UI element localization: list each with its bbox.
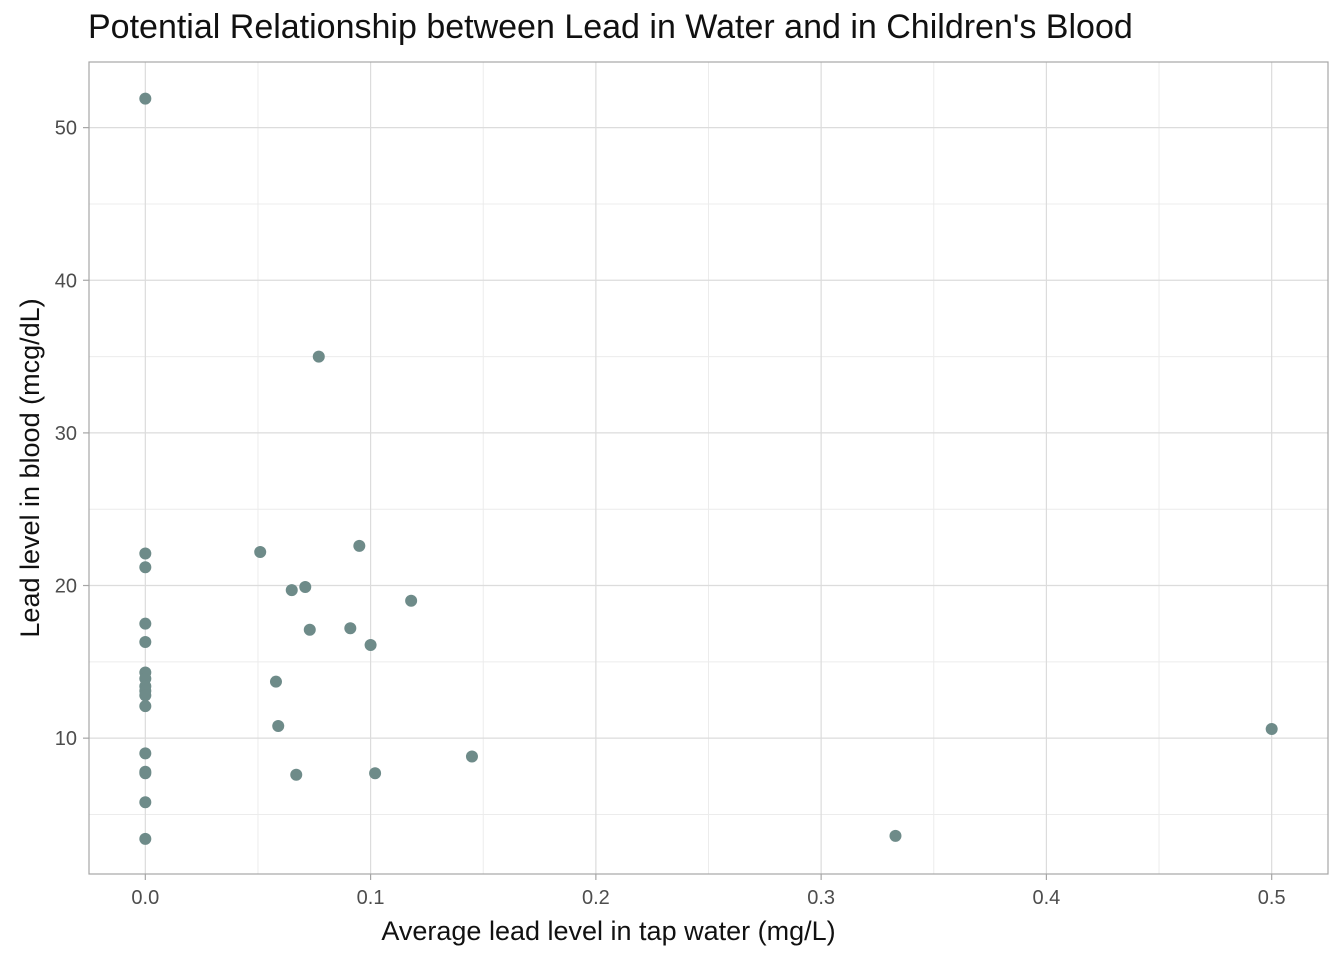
data-point [139,747,152,760]
data-point [139,796,152,809]
data-point [353,539,366,552]
x-tick-label: 0.0 [131,887,159,909]
y-tick-label: 30 [55,423,77,445]
data-point [889,829,902,842]
data-point [344,622,357,635]
data-point [465,750,478,763]
data-point [285,584,298,597]
x-tick-label: 0.2 [582,887,610,909]
x-tick-label: 0.3 [807,887,835,909]
data-point [139,617,152,630]
data-point [139,547,152,560]
x-tick-label: 0.5 [1258,887,1286,909]
data-point [139,832,152,845]
data-point [139,561,152,574]
panel-border [88,61,1329,875]
x-tick-label: 0.4 [1033,887,1061,909]
data-point [272,719,285,732]
chart-title: Potential Relationship between Lead in W… [88,8,1133,46]
data-point [139,92,152,105]
data-point [139,700,152,713]
data-point [299,581,312,594]
x-axis-title: Average lead level in tap water (mg/L) [381,916,835,946]
y-tick-label: 40 [55,270,77,292]
data-point [1265,723,1278,735]
y-tick-label: 10 [55,728,77,750]
data-point [254,545,267,558]
y-tick-label: 50 [55,118,77,140]
data-point [312,350,325,363]
y-tick-label: 20 [55,576,77,598]
data-point [364,639,377,652]
data-point [290,768,303,781]
x-tick-label: 0.1 [357,887,385,909]
data-point [139,636,152,648]
y-axis-title: Lead level in blood (mcg/dL) [15,298,45,637]
data-point [269,675,282,688]
data-point [139,689,152,702]
data-point [303,623,316,636]
data-point [369,767,382,780]
data-point [139,767,152,780]
data-point [405,594,418,607]
